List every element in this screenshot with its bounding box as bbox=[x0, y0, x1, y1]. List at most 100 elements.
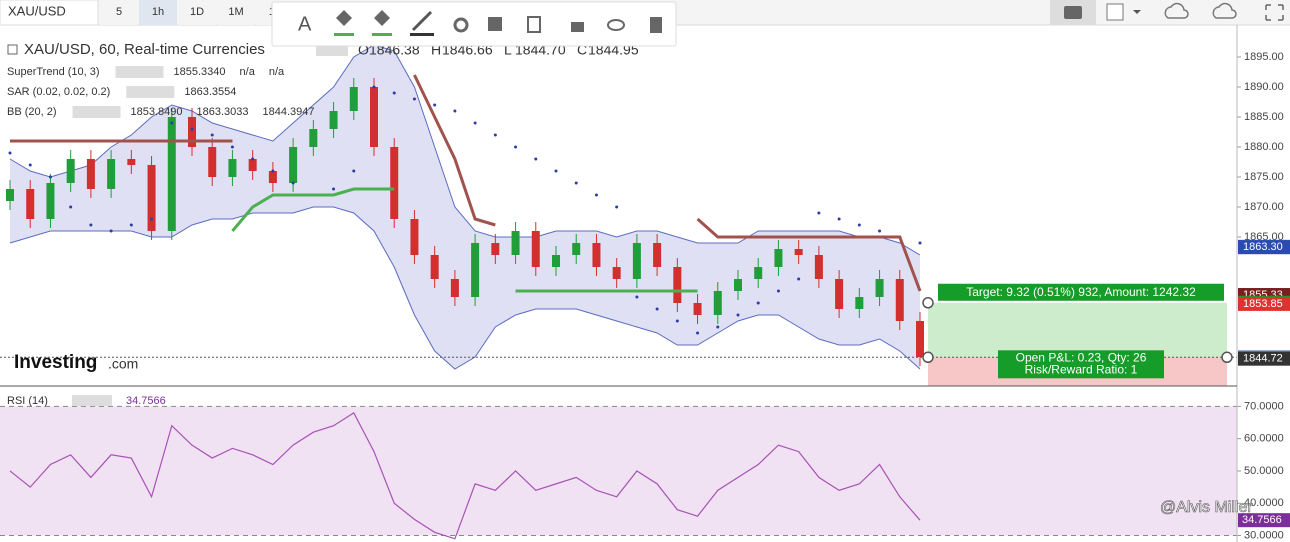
price-badge bbox=[1238, 240, 1290, 255]
sar-dot bbox=[210, 133, 214, 137]
line-color bbox=[410, 33, 434, 36]
position-handle bbox=[1221, 351, 1233, 364]
layers-icon[interactable] bbox=[488, 17, 502, 31]
candle-body bbox=[774, 249, 783, 267]
interval-label: 1M bbox=[228, 6, 243, 18]
bb-lower bbox=[9, 206, 921, 370]
sar-dot bbox=[48, 175, 52, 179]
fullscreen-icon[interactable] bbox=[1265, 4, 1284, 21]
fill-color bbox=[334, 33, 354, 36]
symbol: XAU/USD bbox=[8, 3, 66, 18]
sar-dot bbox=[453, 109, 457, 113]
indicator-controls[interactable] bbox=[72, 395, 112, 406]
sar-dot bbox=[372, 85, 376, 89]
candle-body bbox=[572, 243, 581, 255]
candle-body bbox=[6, 189, 14, 201]
sar-dot bbox=[857, 223, 861, 227]
price-badge-label: 1853.85 bbox=[1243, 298, 1283, 310]
candle-body bbox=[511, 231, 520, 255]
position-handle bbox=[922, 351, 934, 364]
sar-dot bbox=[736, 313, 740, 317]
collapse-icon[interactable] bbox=[7, 44, 18, 55]
candle-body bbox=[653, 243, 662, 267]
text-tool-icon[interactable]: A bbox=[298, 13, 312, 35]
bb-upper bbox=[9, 44, 921, 256]
indicator-value: 1863.3033 bbox=[197, 106, 249, 118]
price-badge bbox=[1238, 296, 1290, 311]
interval-button[interactable] bbox=[100, 0, 138, 25]
candle-body bbox=[127, 159, 136, 165]
price-plot: Target: 9.32 (0.51%) 932, Amount: 1242.3… bbox=[0, 44, 1237, 386]
candle-body bbox=[552, 255, 560, 267]
eye-icon[interactable] bbox=[607, 19, 625, 31]
sar-dot bbox=[615, 205, 619, 209]
bg-color bbox=[372, 33, 392, 36]
sar-dot bbox=[69, 205, 73, 209]
sar-dot bbox=[878, 229, 882, 233]
candle-body bbox=[673, 267, 682, 303]
sar-dot bbox=[635, 295, 639, 299]
price-badge bbox=[1238, 351, 1290, 366]
sar-dot bbox=[392, 91, 396, 95]
candle-body bbox=[349, 87, 358, 111]
sar-dot bbox=[433, 103, 437, 107]
sar-dot bbox=[534, 157, 538, 161]
ohlc-label: C bbox=[577, 42, 587, 58]
settings-icon[interactable] bbox=[453, 17, 469, 33]
interval-button[interactable] bbox=[217, 0, 255, 25]
candle-body bbox=[248, 159, 257, 171]
y-tick-label: 30.0000 bbox=[1244, 529, 1284, 541]
sar-dot bbox=[291, 181, 295, 185]
clone-icon[interactable] bbox=[527, 16, 541, 33]
cloud-up[interactable] bbox=[1212, 2, 1237, 19]
y-tick-label: 40.0000 bbox=[1244, 497, 1284, 509]
indicator-controls bbox=[72, 106, 121, 118]
rsi-badge-label: 34.7566 bbox=[1242, 514, 1282, 526]
dropdown-icon bbox=[1133, 10, 1141, 14]
interval-button[interactable] bbox=[139, 0, 177, 25]
sar-dot bbox=[797, 277, 801, 281]
candle-body bbox=[410, 219, 419, 255]
sar-dot bbox=[837, 217, 841, 221]
fill-icon[interactable] bbox=[336, 10, 352, 26]
trash-icon[interactable] bbox=[650, 17, 662, 33]
target-zone bbox=[928, 302, 1227, 358]
candle-body bbox=[612, 267, 621, 279]
candle-body bbox=[107, 159, 116, 189]
layout-icon[interactable] bbox=[1106, 3, 1124, 21]
lock-icon[interactable] bbox=[571, 22, 584, 32]
y-tick-label: 1880.00 bbox=[1244, 141, 1284, 153]
sar-dot bbox=[109, 229, 113, 233]
sar-dot bbox=[170, 121, 174, 125]
sar-dot bbox=[150, 217, 154, 221]
sar-dot bbox=[675, 319, 679, 323]
cloud-down[interactable] bbox=[1164, 2, 1189, 19]
y-tick-label: 1890.00 bbox=[1244, 81, 1284, 93]
sar-dot bbox=[230, 145, 234, 149]
sar-dot bbox=[817, 211, 821, 215]
pnl-label: Open P&L: 0.23, Qty: 26 bbox=[1016, 350, 1147, 364]
symbol-box[interactable] bbox=[0, 0, 99, 26]
candle-body bbox=[188, 117, 196, 147]
interval-button[interactable] bbox=[178, 0, 216, 25]
candle-body bbox=[754, 267, 763, 279]
position-handle bbox=[922, 297, 934, 309]
sar-dot bbox=[594, 193, 598, 197]
ohlc-label: O bbox=[358, 42, 369, 58]
candle-body bbox=[531, 231, 540, 267]
interval-buttons: 51h1D1M15 bbox=[100, 0, 294, 25]
candle-body bbox=[167, 117, 176, 231]
candle-body bbox=[329, 111, 338, 129]
indicator-value: n/a bbox=[240, 66, 256, 78]
indicator-name: BB (20, 2) bbox=[7, 106, 57, 118]
sar-dot bbox=[251, 157, 255, 161]
candle-body bbox=[895, 279, 904, 321]
candle-body bbox=[592, 243, 601, 267]
line-icon[interactable] bbox=[411, 10, 433, 32]
candle-body bbox=[875, 279, 884, 297]
indicator-controls bbox=[316, 45, 348, 56]
bg-fill-icon[interactable] bbox=[374, 10, 390, 26]
indicator-value: 1863.3554 bbox=[184, 86, 236, 98]
indicator-controls bbox=[115, 66, 164, 78]
target-label-bg bbox=[938, 283, 1224, 301]
